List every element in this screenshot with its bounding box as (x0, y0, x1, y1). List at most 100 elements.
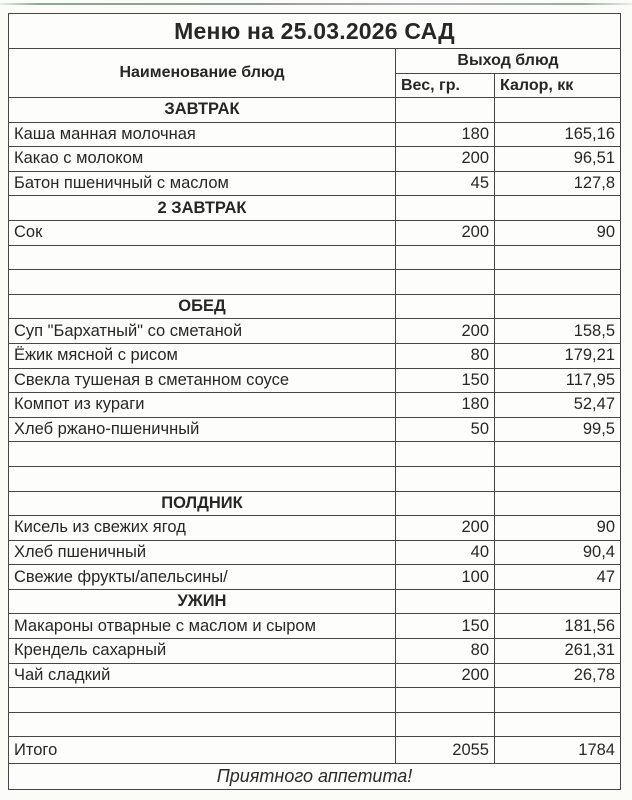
column-header-name: Наименование блюд (8, 48, 396, 98)
weight-cell (395, 244, 495, 271)
menu-item-row: Кисель из свежих ягод 200 90 (8, 515, 621, 541)
calories-cell (494, 465, 621, 492)
calories-cell: 261,31 (494, 638, 621, 664)
dish-name-cell: Батон пшеничный с маслом (8, 170, 396, 197)
weight-cell: 40 (395, 539, 495, 566)
footer-row: Приятного аппетита! (8, 763, 621, 791)
dish-name-cell: Какао с молоком (8, 146, 396, 172)
menu-item-row: Чай сладкий 200 26,78 (8, 662, 621, 689)
dish-name-cell: Кисель из свежих ягод (8, 515, 396, 541)
weight-cell (395, 293, 495, 320)
weight-cell (395, 711, 495, 738)
weight-cell (395, 588, 495, 615)
calories-cell: 181,56 (494, 613, 621, 640)
calories-cell (494, 441, 621, 467)
dish-name-cell: Каша манная молочная (8, 121, 396, 148)
calories-cell (494, 97, 621, 123)
weight-cell: 2055 (395, 736, 495, 765)
weight-cell: 100 (395, 564, 495, 590)
menu-table-body: ЗАВТРАК Каша манная молочная 180 165,16 Кака… (8, 97, 621, 765)
section-header-row: ПОЛДНИК (8, 490, 621, 517)
section-title: УЖИН (8, 588, 396, 615)
weight-cell: 45 (395, 170, 495, 197)
dish-name-cell (8, 465, 396, 492)
dish-name-cell: Крендель сахарный (8, 638, 396, 664)
dish-name-cell: Ёжик мясной с рисом (8, 342, 396, 369)
weight-cell: 180 (395, 121, 495, 148)
weight-cell (395, 269, 495, 295)
dish-name-cell: Хлеб ржано-пшеничный (8, 416, 396, 443)
menu-item-row: Ёжик мясной с рисом 80 179,21 (8, 342, 621, 369)
calories-cell (494, 195, 621, 221)
weight-cell: 200 (395, 318, 495, 344)
section-title: ПОЛДНИК (8, 490, 396, 517)
calories-cell: 99,5 (494, 416, 621, 443)
calories-cell (494, 711, 621, 738)
menu-title: Меню на 25.03.2026 САД (8, 13, 621, 49)
calories-cell (494, 490, 621, 517)
menu-item-row: Компот из кураги 180 52,47 (8, 392, 621, 418)
column-header-output-group: Выход блюд (395, 48, 621, 74)
calories-cell: 26,78 (494, 662, 621, 689)
calories-cell (494, 269, 621, 295)
calories-cell: 165,16 (494, 121, 621, 148)
calories-cell: 179,21 (494, 342, 621, 369)
weight-cell: 50 (395, 416, 495, 443)
total-row: Итого 2055 1784 (8, 736, 621, 765)
dish-name-cell (8, 687, 396, 713)
calories-cell: 117,95 (494, 367, 621, 394)
menu-item-row: Свежие фрукты/апельсины/100 47 (8, 564, 621, 590)
dish-name-cell: Макароны отварные с маслом и сыром (8, 613, 396, 640)
empty-row (8, 269, 621, 295)
section-title: 2 ЗАВТРАК (8, 195, 396, 221)
menu-table: Меню на 25.03.2026 САД Наименование блюд… (8, 13, 621, 791)
weight-cell: 80 (395, 342, 495, 369)
section-header-row: ОБЕД (8, 293, 621, 320)
dish-name-cell: Свекла тушеная в сметанном соусе (8, 367, 396, 394)
weight-cell: 80 (395, 638, 495, 664)
calories-cell: 127,8 (494, 170, 621, 197)
menu-item-row: Какао с молоком 200 96,51 (8, 146, 621, 172)
dish-name-cell: Свежие фрукты/апельсины/ (8, 564, 396, 590)
section-header-row: ЗАВТРАК (8, 97, 621, 123)
weight-cell: 200 (395, 219, 495, 246)
empty-row (8, 441, 621, 467)
menu-item-row: Макароны отварные с маслом и сыром 150 181… (8, 613, 621, 640)
weight-cell: 200 (395, 146, 495, 172)
column-header-calories: Калор, кк (494, 73, 621, 98)
dish-name-cell: Хлеб пшеничный (8, 539, 396, 566)
calories-cell: 1784 (494, 736, 621, 765)
dish-name-cell: Итого (8, 736, 396, 765)
menu-item-row: Свекла тушеная в сметанном соусе 150 117,9… (8, 367, 621, 394)
section-header-row: 2 ЗАВТРАК (8, 195, 621, 221)
calories-cell (494, 244, 621, 271)
weight-cell: 200 (395, 662, 495, 689)
calories-cell (494, 687, 621, 713)
calories-cell: 52,47 (494, 392, 621, 418)
weight-cell (395, 490, 495, 517)
empty-row (8, 687, 621, 713)
dish-name-cell: Чай сладкий (8, 662, 396, 689)
weight-cell: 180 (395, 392, 495, 418)
dish-name-cell: Суп "Бархатный" со сметаной (8, 318, 396, 344)
section-header-row: УЖИН (8, 588, 621, 615)
dish-name-cell (8, 441, 396, 467)
weight-cell (395, 687, 495, 713)
weight-cell (395, 97, 495, 123)
empty-row (8, 244, 621, 271)
weight-cell (395, 441, 495, 467)
column-header-weight: Вес, гр. (395, 73, 495, 98)
calories-cell: 90,4 (494, 539, 621, 566)
menu-item-row: Хлеб пшеничный 40 90,4 (8, 539, 621, 566)
dish-name-cell: Компот из кураги (8, 392, 396, 418)
menu-item-row: Крендель сахарный 80 261,31 (8, 638, 621, 664)
dish-name-cell (8, 711, 396, 738)
calories-cell (494, 588, 621, 615)
footer-message: Приятного аппетита! (8, 763, 621, 791)
calories-cell: 90 (494, 219, 621, 246)
weight-cell: 200 (395, 515, 495, 541)
menu-item-row: Сок 200 90 (8, 219, 621, 246)
weight-cell: 150 (395, 613, 495, 640)
menu-item-row: Суп "Бархатный" со сметаной 200 158,5 (8, 318, 621, 344)
